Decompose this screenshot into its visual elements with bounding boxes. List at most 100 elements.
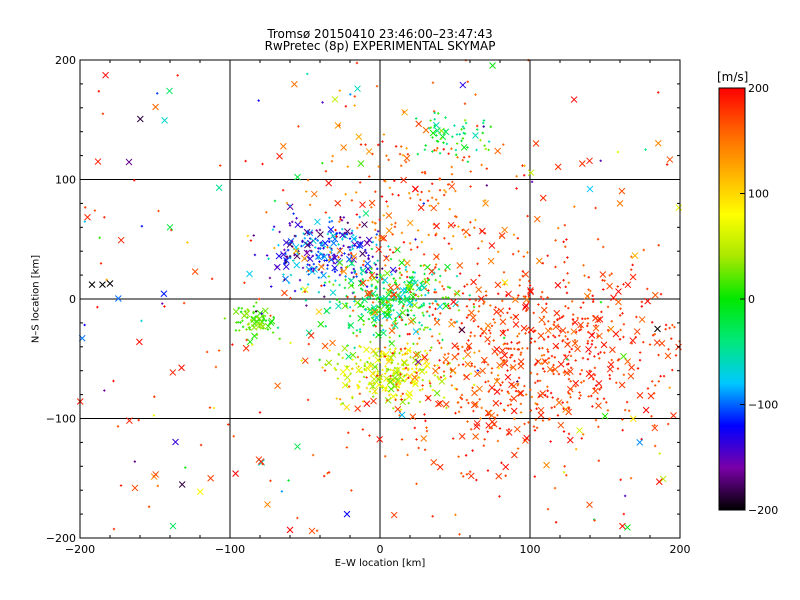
- data-point-plus: [352, 233, 355, 237]
- data-point-plus: [574, 385, 577, 388]
- data-point-plus: [252, 305, 256, 308]
- data-point-plus: [219, 164, 222, 167]
- data-point-plus: [321, 241, 324, 245]
- data-point-plus: [486, 469, 490, 472]
- data-point-plus: [488, 329, 491, 332]
- data-point-plus: [447, 304, 450, 307]
- data-point-plus: [217, 349, 221, 352]
- data-point-plus: [428, 314, 431, 318]
- data-point-plus: [382, 353, 386, 357]
- data-point-x: [433, 389, 441, 397]
- data-point-plus: [326, 472, 329, 475]
- data-point-x: [495, 472, 503, 480]
- data-point-plus: [387, 308, 390, 311]
- data-point-plus: [529, 388, 532, 392]
- data-point-plus: [307, 269, 310, 272]
- data-point-x: [401, 108, 408, 116]
- data-point-x: [387, 354, 395, 362]
- data-point-x: [396, 311, 403, 319]
- data-point-plus: [479, 327, 483, 330]
- data-point-plus: [338, 283, 341, 287]
- data-point-plus: [343, 286, 347, 290]
- data-point-plus: [397, 386, 401, 389]
- data-point-plus: [303, 290, 307, 293]
- data-point-x: [620, 352, 627, 360]
- data-point-plus: [344, 278, 347, 282]
- data-point-x: [484, 335, 491, 343]
- data-point-plus: [456, 304, 459, 307]
- data-point-plus: [398, 334, 401, 338]
- data-point-x: [343, 403, 351, 411]
- data-point-x: [391, 374, 399, 382]
- data-point-plus: [657, 380, 661, 383]
- data-point-plus: [396, 381, 400, 384]
- data-point-plus: [546, 389, 549, 392]
- data-point-x: [592, 387, 599, 395]
- data-point-x: [273, 263, 281, 271]
- data-point-plus: [469, 221, 472, 224]
- data-point-plus: [490, 371, 493, 375]
- data-point-plus: [557, 226, 560, 230]
- data-point-x: [361, 221, 368, 228]
- data-point-plus: [404, 265, 408, 269]
- data-point-plus: [422, 253, 426, 256]
- data-point-plus: [284, 252, 287, 256]
- data-point-plus: [304, 299, 308, 302]
- data-point-plus: [357, 365, 360, 368]
- data-point-plus: [474, 218, 477, 222]
- data-point-plus: [375, 297, 378, 301]
- data-point-plus: [591, 294, 594, 298]
- data-point-plus: [328, 220, 331, 224]
- data-point-plus: [622, 335, 625, 339]
- data-point-plus: [350, 199, 354, 202]
- data-point-plus: [338, 220, 341, 223]
- data-point-plus: [362, 323, 365, 326]
- data-point-plus: [616, 285, 619, 288]
- data-point-plus: [431, 150, 434, 153]
- data-point-plus: [416, 342, 419, 345]
- data-point-plus: [565, 358, 569, 361]
- data-point-plus: [629, 476, 633, 480]
- colorbar-tick-label: 200: [748, 82, 769, 95]
- data-point-plus: [378, 238, 381, 241]
- data-point-plus: [417, 446, 420, 450]
- data-point-x: [438, 378, 446, 385]
- data-point-plus: [358, 246, 361, 249]
- data-point-x: [355, 133, 363, 141]
- data-point-plus: [441, 338, 444, 342]
- data-point-plus: [547, 335, 550, 339]
- data-point-plus: [569, 354, 573, 358]
- data-point-plus: [361, 278, 364, 281]
- data-point-plus: [525, 308, 529, 311]
- data-point-plus: [608, 374, 611, 377]
- data-point-plus: [431, 388, 435, 392]
- data-point-plus: [349, 251, 353, 255]
- data-point-x: [341, 345, 349, 352]
- data-point-plus: [502, 329, 505, 332]
- data-point-plus: [509, 316, 513, 319]
- data-point-plus: [434, 278, 437, 282]
- data-point-x: [378, 299, 386, 307]
- data-point-x: [421, 354, 429, 361]
- data-point-x: [335, 302, 342, 310]
- data-point-plus: [355, 362, 358, 365]
- data-point-plus: [538, 395, 541, 398]
- data-point-plus: [302, 232, 305, 235]
- data-point-plus: [496, 374, 500, 377]
- data-point-plus: [403, 281, 406, 284]
- data-point-x: [596, 332, 603, 340]
- data-point-plus: [460, 128, 463, 131]
- data-point-plus: [563, 260, 566, 264]
- data-point-x: [489, 62, 496, 69]
- data-point-plus: [393, 349, 396, 353]
- data-point-x: [414, 350, 422, 358]
- data-point-plus: [506, 390, 509, 393]
- data-point-plus: [547, 361, 551, 364]
- data-point-plus: [427, 189, 431, 193]
- data-point-plus: [284, 261, 288, 264]
- data-point-plus: [438, 152, 442, 155]
- data-point-plus: [586, 322, 590, 325]
- data-point-x: [432, 367, 439, 375]
- data-point-plus: [504, 474, 507, 477]
- data-point-plus: [370, 247, 374, 251]
